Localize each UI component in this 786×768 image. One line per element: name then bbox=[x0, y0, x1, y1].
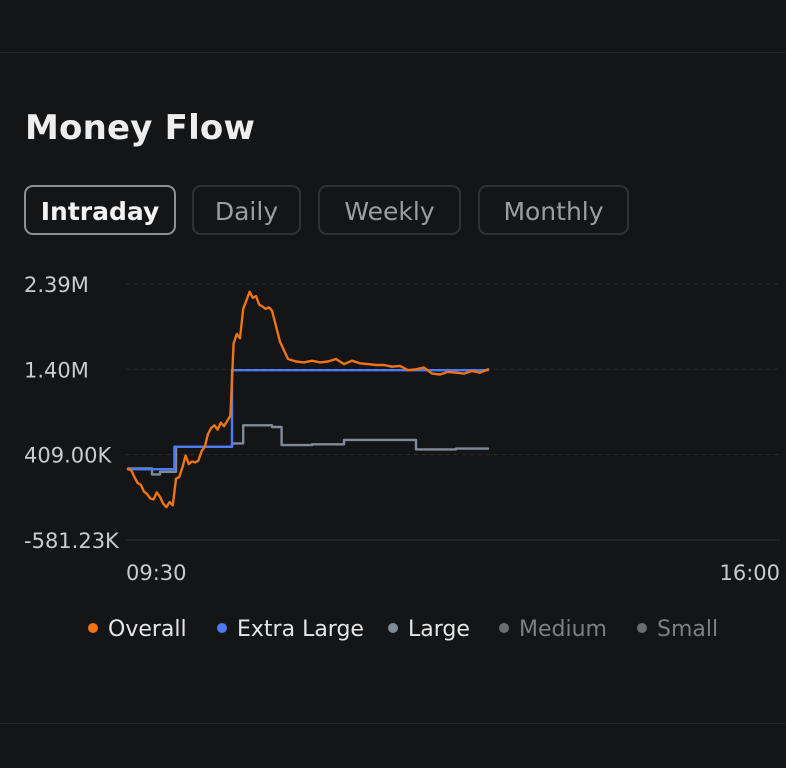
tab-weekly[interactable]: Weekly bbox=[318, 185, 461, 235]
legend-item-extra-large[interactable]: Extra Large bbox=[217, 615, 364, 645]
x-axis-labels: 09:30 16:00 bbox=[126, 561, 780, 585]
legend-item-large[interactable]: Large bbox=[388, 615, 470, 645]
y-tick-label: 1.40M bbox=[24, 358, 89, 382]
y-grid bbox=[126, 283, 780, 541]
y-tick-label: -581.23K bbox=[24, 529, 120, 553]
legend-label: Large bbox=[408, 617, 470, 642]
series-line-overall bbox=[126, 290, 490, 509]
legend-dot bbox=[88, 623, 98, 633]
plot-series bbox=[126, 290, 490, 509]
series-line-large bbox=[126, 424, 490, 476]
bottom-divider bbox=[0, 723, 786, 724]
money-flow-chart: 2.39M 1.40M 409.00K -581.23K 09:30 16:00 bbox=[24, 273, 780, 585]
top-divider bbox=[0, 52, 786, 53]
y-tick-label: 409.00K bbox=[24, 444, 112, 468]
section-title: Money Flow bbox=[25, 108, 256, 148]
y-axis-labels: 2.39M 1.40M 409.00K -581.23K bbox=[24, 273, 120, 553]
tab-daily[interactable]: Daily bbox=[192, 185, 301, 235]
legend-label: Extra Large bbox=[237, 617, 364, 642]
legend-dot bbox=[388, 623, 398, 633]
legend-dot bbox=[217, 623, 227, 633]
tab-monthly[interactable]: Monthly bbox=[478, 185, 629, 235]
legend-dot bbox=[499, 623, 509, 633]
legend-item-small[interactable]: Small bbox=[637, 615, 718, 645]
legend-item-medium[interactable]: Medium bbox=[499, 615, 607, 645]
legend-dot bbox=[637, 623, 647, 633]
tab-intraday[interactable]: Intraday bbox=[24, 185, 176, 235]
legend-item-overall[interactable]: Overall bbox=[88, 615, 187, 645]
legend-label: Overall bbox=[108, 617, 187, 642]
x-tick-label-end: 16:00 bbox=[719, 561, 780, 585]
legend-label: Medium bbox=[519, 617, 607, 642]
series-line-extra-large bbox=[126, 369, 490, 471]
legend-label: Small bbox=[657, 617, 719, 642]
x-tick-label-start: 09:30 bbox=[126, 561, 187, 585]
y-tick-label: 2.39M bbox=[24, 273, 89, 297]
